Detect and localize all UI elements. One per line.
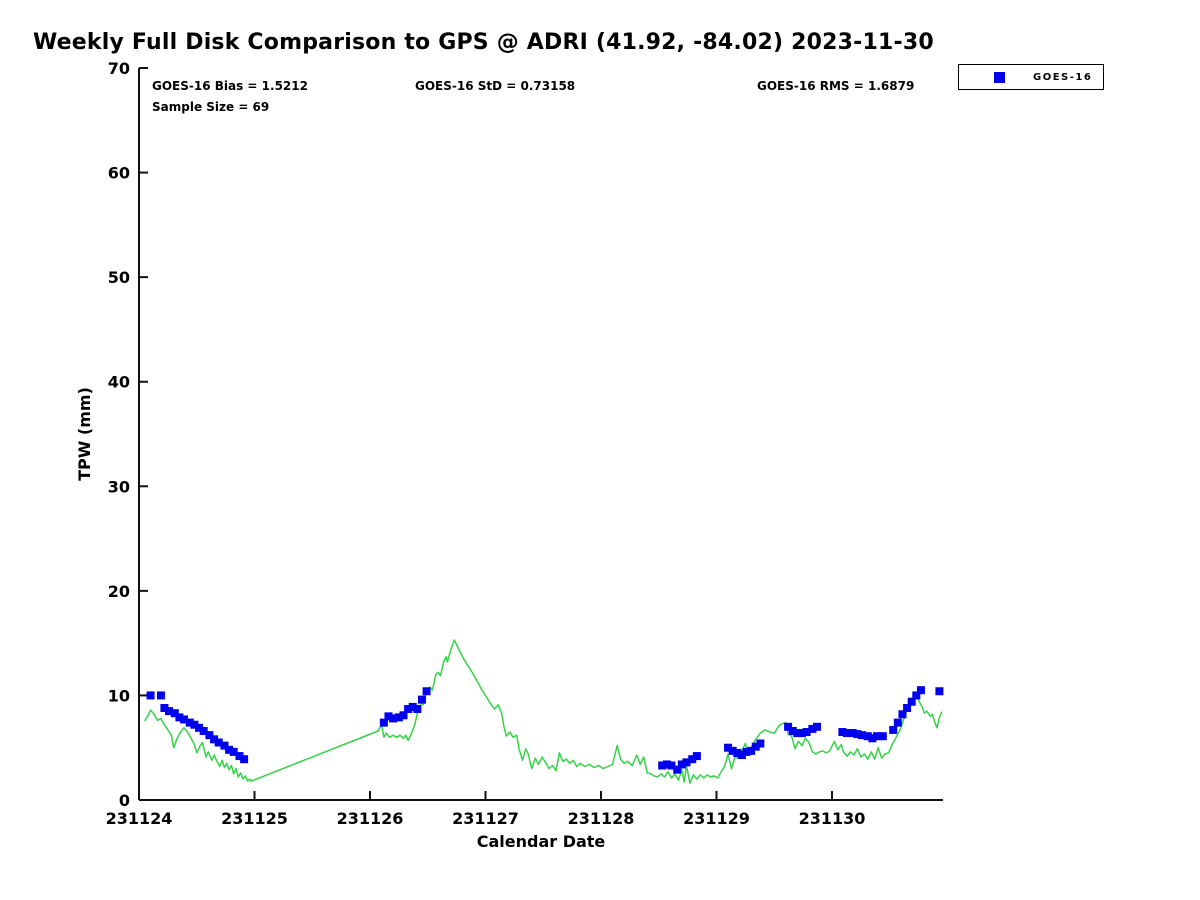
y-tick-label: 40	[108, 373, 130, 392]
goes16-marker	[724, 743, 733, 752]
goes16-marker	[394, 713, 403, 722]
x-tick-label: 231128	[568, 809, 635, 828]
goes16-marker	[868, 734, 877, 743]
goes16-marker	[728, 746, 737, 755]
legend-square-marker-icon	[994, 71, 1005, 83]
x-tick-label: 231124	[106, 809, 173, 828]
goes16-marker	[733, 748, 742, 757]
legend-box: GOES-16	[958, 64, 1104, 90]
goes16-marker	[379, 718, 388, 727]
goes16-marker	[903, 703, 912, 712]
goes16-marker	[912, 691, 921, 700]
goes16-marker	[853, 730, 862, 739]
goes16-marker	[146, 691, 155, 700]
goes16-marker	[873, 732, 882, 741]
goes16-marker	[180, 715, 189, 724]
y-tick-label: 50	[108, 268, 130, 287]
goes16-marker	[214, 738, 223, 747]
goes16-marker	[802, 728, 811, 737]
y-tick-label: 20	[108, 582, 130, 601]
goes16-marker	[893, 718, 902, 727]
goes16-marker	[898, 710, 907, 719]
y-axis-title: TPW (mm)	[75, 387, 94, 481]
goes16-marker	[165, 707, 174, 716]
goes16-marker	[413, 705, 422, 714]
goes16-marker	[848, 729, 857, 738]
goes16-marker	[170, 709, 179, 718]
goes16-marker	[199, 726, 208, 735]
x-tick-label: 231129	[683, 809, 750, 828]
goes16-marker	[793, 729, 802, 738]
goes16-marker	[225, 745, 234, 754]
x-tick-label: 231127	[452, 809, 519, 828]
y-tick-label: 70	[108, 59, 130, 78]
goes16-marker	[878, 732, 887, 741]
goes16-marker	[404, 705, 413, 714]
goes16-marker	[812, 722, 821, 731]
goes16-marker	[784, 722, 793, 731]
goes16-marker	[205, 731, 214, 740]
x-tick-label: 231126	[337, 809, 404, 828]
goes16-marker	[843, 729, 852, 738]
goes16-marker	[422, 687, 431, 696]
goes16-marker	[384, 712, 393, 721]
goes16-marker	[788, 726, 797, 735]
goes16-marker	[662, 760, 671, 769]
goes16-marker	[389, 714, 398, 723]
goes16-marker	[907, 697, 916, 706]
goes16-marker	[190, 720, 199, 729]
stat-rms: GOES-16 RMS = 1.6879	[757, 79, 915, 93]
goes16-marker	[220, 741, 229, 750]
gps-line	[144, 639, 943, 785]
goes16-marker	[751, 742, 760, 751]
goes16-marker	[160, 703, 169, 712]
goes16-marker	[838, 728, 847, 737]
y-tick-label: 30	[108, 477, 130, 496]
x-tick-label: 231125	[221, 809, 288, 828]
goes16-marker	[673, 765, 682, 774]
goes16-marker	[797, 729, 806, 738]
goes16-marker	[737, 751, 746, 760]
x-axis-title: Calendar Date	[477, 832, 606, 851]
goes16-marker	[210, 735, 219, 744]
goes16-marker	[742, 747, 751, 756]
goes16-marker	[667, 761, 676, 770]
goes16-marker	[916, 686, 925, 695]
goes16-marker	[417, 695, 426, 704]
goes16-marker	[175, 713, 184, 722]
goes16-marker	[692, 752, 701, 761]
stat-bias: GOES-16 Bias = 1.5212	[152, 79, 308, 93]
y-tick-label: 0	[119, 791, 130, 810]
goes16-marker	[229, 747, 238, 756]
goes16-marker	[863, 732, 872, 741]
legend-entry-label: GOES-16	[1033, 71, 1093, 83]
goes16-marker	[756, 739, 765, 748]
goes16-marker	[408, 702, 417, 711]
goes16-marker	[399, 711, 408, 720]
goes16-marker	[240, 755, 249, 764]
goes16-marker	[235, 752, 244, 761]
goes16-marker	[858, 731, 867, 740]
goes16-marker	[682, 758, 691, 767]
x-tick-label: 231130	[799, 809, 866, 828]
goes16-marker	[688, 755, 697, 764]
goes16-marker	[185, 718, 194, 727]
y-tick-label: 10	[108, 686, 130, 705]
goes16-marker	[658, 761, 667, 770]
goes16-marker	[747, 746, 756, 755]
goes16-marker	[156, 691, 165, 700]
goes16-marker	[935, 687, 944, 696]
y-tick-label: 60	[108, 164, 130, 183]
goes16-marker	[677, 760, 686, 769]
goes16-marker	[195, 723, 204, 732]
stat-std: GOES-16 StD = 0.73158	[415, 79, 576, 93]
goes16-marker	[808, 724, 817, 733]
goes16-marker	[889, 725, 898, 734]
chart-title: Weekly Full Disk Comparison to GPS @ ADR…	[33, 30, 934, 55]
stat-sample-size: Sample Size = 69	[152, 100, 270, 114]
